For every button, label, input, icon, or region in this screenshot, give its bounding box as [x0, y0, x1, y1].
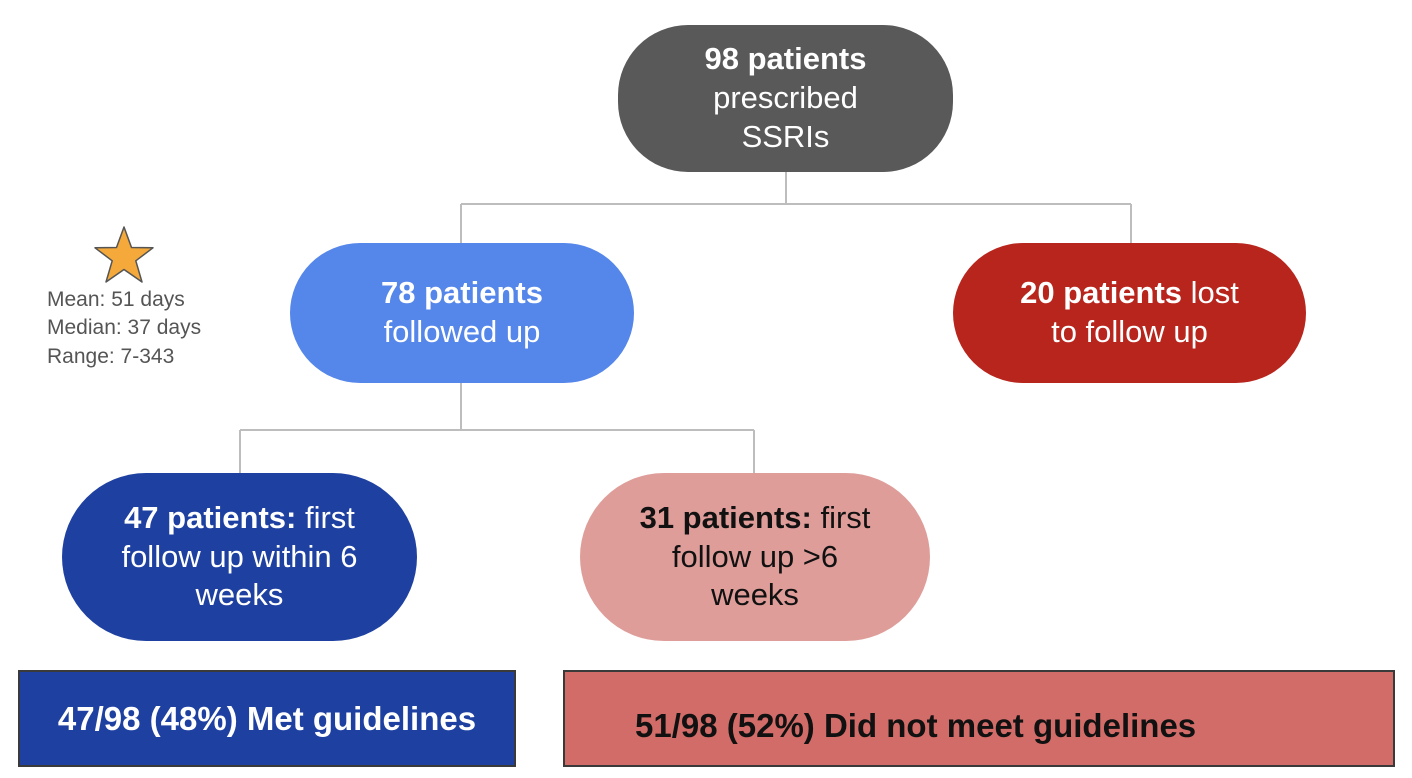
root-label-line1: prescribed [713, 80, 858, 116]
root-count: 98 patients [704, 41, 867, 77]
within-label-suffix: first [296, 499, 355, 535]
node-prescribed-ssris: 98 patients prescribed SSRIs [618, 25, 953, 172]
node-over-6-weeks: 31 patients: first follow up >6 weeks [580, 473, 930, 641]
stat-mean: Mean: 51 days [47, 288, 185, 311]
over-label-suffix: first [811, 499, 871, 535]
root-label-line2: SSRIs [741, 118, 830, 154]
result-met-text: 47/98 (48%) Met guidelines [57, 699, 477, 737]
over-label-line3: weeks [711, 577, 799, 613]
followed-count: 78 patients [381, 275, 543, 311]
lost-label-line2: to follow up [1051, 314, 1208, 349]
lost-label-suffix: lost [1182, 275, 1239, 311]
lost-count: 20 patients [1020, 275, 1183, 311]
within-count: 47 patients: [124, 499, 297, 535]
stat-median: Median: 37 days [47, 316, 202, 340]
followed-label: followed up [383, 314, 541, 349]
over-count: 31 patients: [639, 499, 812, 535]
over-label-line2: follow up >6 [671, 538, 839, 574]
star-icon [94, 226, 154, 283]
follow-up-stats: Mean: 51 days Median: 37 days Range: 7-3… [47, 286, 201, 371]
node-lost-to-follow-up: 20 patients lost to follow up [953, 243, 1306, 383]
within-label-line2: follow up within 6 [121, 538, 358, 574]
result-met-guidelines: 47/98 (48%) Met guidelines [18, 670, 516, 767]
node-within-6-weeks: 47 patients: first follow up within 6 we… [62, 473, 417, 641]
stat-range: Range: 7-343 [47, 344, 175, 368]
node-followed-up: 78 patients followed up [290, 243, 634, 383]
within-label-line3: weeks [195, 577, 284, 613]
result-did-not-meet-guidelines: 51/98 (52%) Did not meet guidelines [563, 670, 1395, 767]
result-not-met-text: 51/98 (52%) Did not meet guidelines [635, 706, 1197, 744]
